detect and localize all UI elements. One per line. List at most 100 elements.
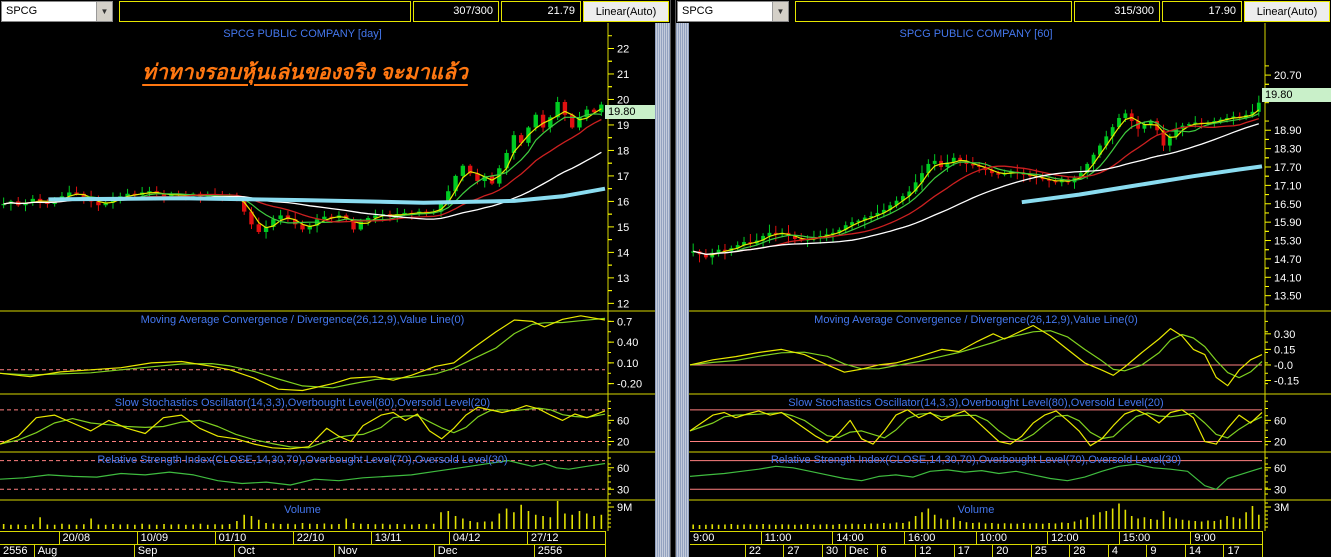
- svg-text:60: 60: [1274, 415, 1286, 427]
- axis-label: Dec: [435, 545, 535, 557]
- svg-text:60: 60: [617, 415, 629, 427]
- svg-text:14.10: 14.10: [1274, 272, 1302, 284]
- scale-mode-button[interactable]: Linear(Auto): [1244, 1, 1330, 22]
- axis-label: Aug: [35, 545, 135, 557]
- svg-text:20: 20: [1274, 436, 1286, 448]
- svg-text:-0.20: -0.20: [617, 379, 642, 391]
- chart-window-daily: SPCG ▼ 307/300 21.79 Linear(Auto) 22 21 20…: [0, 0, 670, 557]
- axis-label: 14: [1186, 545, 1225, 557]
- axis-label: 12:00: [1048, 532, 1120, 544]
- svg-text:60: 60: [617, 463, 629, 475]
- svg-text:15.30: 15.30: [1274, 236, 1302, 248]
- axis-label: Nov: [335, 545, 435, 557]
- axis-label: 10:00: [977, 532, 1049, 544]
- last-value: 21.79: [501, 1, 581, 22]
- svg-text:9M: 9M: [617, 502, 632, 514]
- axis-label: 6: [878, 545, 917, 557]
- chart-area-daily[interactable]: 22 21 20 19 18 17 16 15 14 13 12 0.7 0.40 0.10 -0.20 60…: [0, 23, 670, 557]
- symbol-combobox[interactable]: SPCG ▼: [1, 1, 113, 22]
- axis-label: 4: [1109, 545, 1148, 557]
- axis-label: Oct: [235, 545, 335, 557]
- axis-label: 13/11: [372, 532, 450, 544]
- last-value: 17.90: [1162, 1, 1242, 22]
- axis-label: 30: [823, 545, 846, 557]
- axis-label: 15:00: [1120, 532, 1192, 544]
- svg-text:22: 22: [617, 43, 629, 55]
- vertical-scrollbar[interactable]: [655, 23, 670, 557]
- svg-text:14: 14: [617, 247, 629, 259]
- svg-text:21: 21: [617, 69, 629, 81]
- axis-label: 22: [746, 545, 785, 557]
- date-axis: 9:00 11:00 14:00 16:00 10:00 12:00 15:00 9:00 22…: [690, 531, 1263, 557]
- svg-text:-0.15: -0.15: [1274, 376, 1299, 388]
- axis-label: 16:00: [905, 532, 977, 544]
- axis-label: 20: [993, 545, 1032, 557]
- axis-label: 04/12: [450, 532, 528, 544]
- axis-label: 27: [784, 545, 823, 557]
- svg-text:14.70: 14.70: [1274, 254, 1302, 266]
- axis-label: 10/09: [138, 532, 216, 544]
- axis-row-date: 9:00 11:00 14:00 16:00 10:00 12:00 15:00 9:00: [690, 531, 1263, 544]
- svg-text:20: 20: [617, 94, 629, 106]
- svg-text:0.10: 0.10: [617, 358, 638, 370]
- axis-label: 9: [1147, 545, 1186, 557]
- toolbar-daily: SPCG ▼ 307/300 21.79 Linear(Auto): [0, 0, 670, 23]
- chevron-down-icon[interactable]: ▼: [96, 2, 112, 21]
- chevron-down-icon[interactable]: ▼: [772, 2, 788, 21]
- axis-row-date: 20/08 10/09 01/10 22/10 13/11 04/12 27/12: [0, 531, 606, 544]
- svg-text:15: 15: [617, 222, 629, 234]
- toolbar-60min: SPCG ▼ 315/300 17.90 Linear(Auto): [676, 0, 1331, 23]
- axis-label: 14:00: [833, 532, 905, 544]
- svg-text:60: 60: [1274, 463, 1286, 475]
- chart-window-60min: SPCG ▼ 315/300 17.90 Linear(Auto) 20.70 2…: [676, 0, 1331, 557]
- chart-canvas[interactable]: 22 21 20 19 18 17 16 15 14 13 12 0.7 0.40 0.10 -0.20 60…: [0, 23, 670, 557]
- svg-text:30: 30: [1274, 484, 1286, 496]
- axis-label: 22/10: [294, 532, 372, 544]
- svg-text:20: 20: [617, 436, 629, 448]
- svg-text:17.10: 17.10: [1274, 180, 1302, 192]
- axis-label: 17: [955, 545, 994, 557]
- svg-text:3M: 3M: [1274, 502, 1289, 514]
- last-price-tag: 19.80: [605, 105, 655, 119]
- axis-label: [0, 532, 60, 544]
- svg-text:16.50: 16.50: [1274, 199, 1302, 211]
- svg-text:0.15: 0.15: [1274, 344, 1295, 356]
- axis-label: 12: [916, 545, 955, 557]
- symbol-value: SPCG: [6, 5, 38, 17]
- svg-text:0.40: 0.40: [617, 337, 638, 349]
- svg-text:17: 17: [617, 171, 629, 183]
- chart-area-60min[interactable]: 20.7020.1018.9018.3017.7017.1016.5015.90…: [676, 23, 1331, 557]
- svg-text:18.90: 18.90: [1274, 125, 1302, 137]
- chart-annotation: ท่าทางรอบหุ้นเล่นของจริง จะมาแล้ว: [142, 61, 468, 84]
- axis-row-period: 22 27 30 Dec 6 12 17 20 25 28 4 9 14 17: [690, 544, 1263, 557]
- svg-text:0.7: 0.7: [617, 316, 632, 328]
- axis-label: Dec: [846, 545, 878, 557]
- svg-text:12: 12: [617, 298, 629, 310]
- axis-label: 2556: [535, 545, 606, 557]
- symbol-value: SPCG: [682, 5, 714, 17]
- window-divider: [670, 0, 676, 557]
- scale-mode-button[interactable]: Linear(Auto): [583, 1, 669, 22]
- symbol-combobox[interactable]: SPCG ▼: [677, 1, 789, 22]
- axis-label: 27/12: [528, 532, 606, 544]
- svg-text:18.30: 18.30: [1274, 144, 1302, 156]
- axis-label: 9:00: [690, 532, 762, 544]
- toolbar-spacer: [119, 1, 411, 22]
- vertical-scrollbar[interactable]: [676, 23, 689, 557]
- axis-label: 9:00: [1191, 532, 1263, 544]
- toolbar-spacer: [795, 1, 1072, 22]
- axis-label: Sep: [135, 545, 235, 557]
- svg-text:-0.0: -0.0: [1274, 360, 1293, 372]
- svg-text:15.90: 15.90: [1274, 217, 1302, 229]
- axis-label: 28: [1070, 545, 1109, 557]
- bar-counter: 307/300: [413, 1, 499, 22]
- svg-text:13.50: 13.50: [1274, 291, 1302, 303]
- bar-counter: 315/300: [1074, 1, 1160, 22]
- last-price-tag: 19.80: [1262, 88, 1331, 102]
- svg-text:17.70: 17.70: [1274, 162, 1302, 174]
- chart-canvas[interactable]: 20.7020.1018.9018.3017.7017.1016.5015.90…: [676, 23, 1331, 557]
- svg-text:13: 13: [617, 273, 629, 285]
- axis-label: 01/10: [216, 532, 294, 544]
- svg-text:0.30: 0.30: [1274, 329, 1295, 341]
